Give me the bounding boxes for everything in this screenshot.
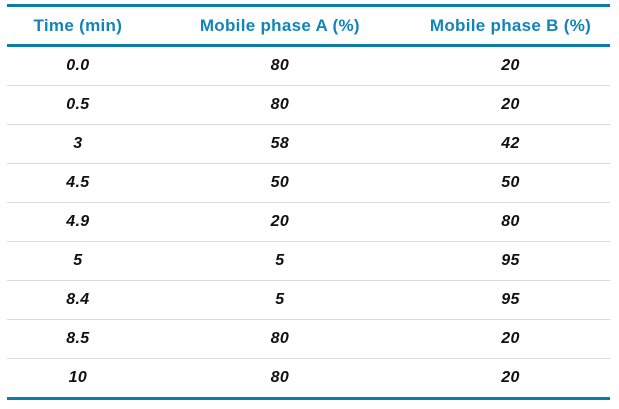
cell-time: 4.5 [7,163,149,203]
column-header-mobile-phase-a: Mobile phase A (%) [148,4,411,47]
cell-time: 10 [7,358,149,400]
cell-phase-a: 80 [148,85,411,125]
cell-time: 3 [7,124,149,164]
cell-phase-b: 20 [411,85,610,125]
cell-phase-b: 50 [411,163,610,203]
header-row: Time (min) Mobile phase A (%) Mobile pha… [7,4,610,47]
table-row: 0.5 80 20 [7,85,610,125]
cell-phase-a: 80 [148,319,411,359]
mobile-phase-gradient-table: Time (min) Mobile phase A (%) Mobile pha… [7,4,610,400]
cell-phase-a: 5 [148,280,411,320]
table-row: 0.0 80 20 [7,45,610,86]
table-row: 8.5 80 20 [7,319,610,359]
cell-phase-b: 42 [411,124,610,164]
cell-phase-a: 5 [148,241,411,281]
cell-time: 8.4 [7,280,149,320]
cell-phase-a: 20 [148,202,411,242]
cell-time: 0.5 [7,85,149,125]
cell-time: 8.5 [7,319,149,359]
cell-time: 5 [7,241,149,281]
table-row: 4.9 20 80 [7,202,610,242]
cell-phase-b: 80 [411,202,610,242]
cell-phase-a: 58 [148,124,411,164]
cell-phase-b: 20 [411,358,610,400]
cell-time: 0.0 [7,45,149,86]
table-row: 5 5 95 [7,241,610,281]
cell-phase-b: 95 [411,241,610,281]
table-row: 8.4 5 95 [7,280,610,320]
cell-phase-a: 80 [148,45,411,86]
cell-phase-a: 80 [148,358,411,400]
table-header: Time (min) Mobile phase A (%) Mobile pha… [7,4,610,47]
cell-time: 4.9 [7,202,149,242]
cell-phase-b: 95 [411,280,610,320]
table-body: 0.0 80 20 0.5 80 20 3 58 42 4.5 50 50 4.… [7,45,610,400]
table-row: 3 58 42 [7,124,610,164]
cell-phase-a: 50 [148,163,411,203]
cell-phase-b: 20 [411,319,610,359]
column-header-time: Time (min) [7,4,149,47]
cell-phase-b: 20 [411,45,610,86]
gradient-table-container: Time (min) Mobile phase A (%) Mobile pha… [7,4,610,400]
table-row: 10 80 20 [7,358,610,400]
table-row: 4.5 50 50 [7,163,610,203]
column-header-mobile-phase-b: Mobile phase B (%) [411,4,610,47]
